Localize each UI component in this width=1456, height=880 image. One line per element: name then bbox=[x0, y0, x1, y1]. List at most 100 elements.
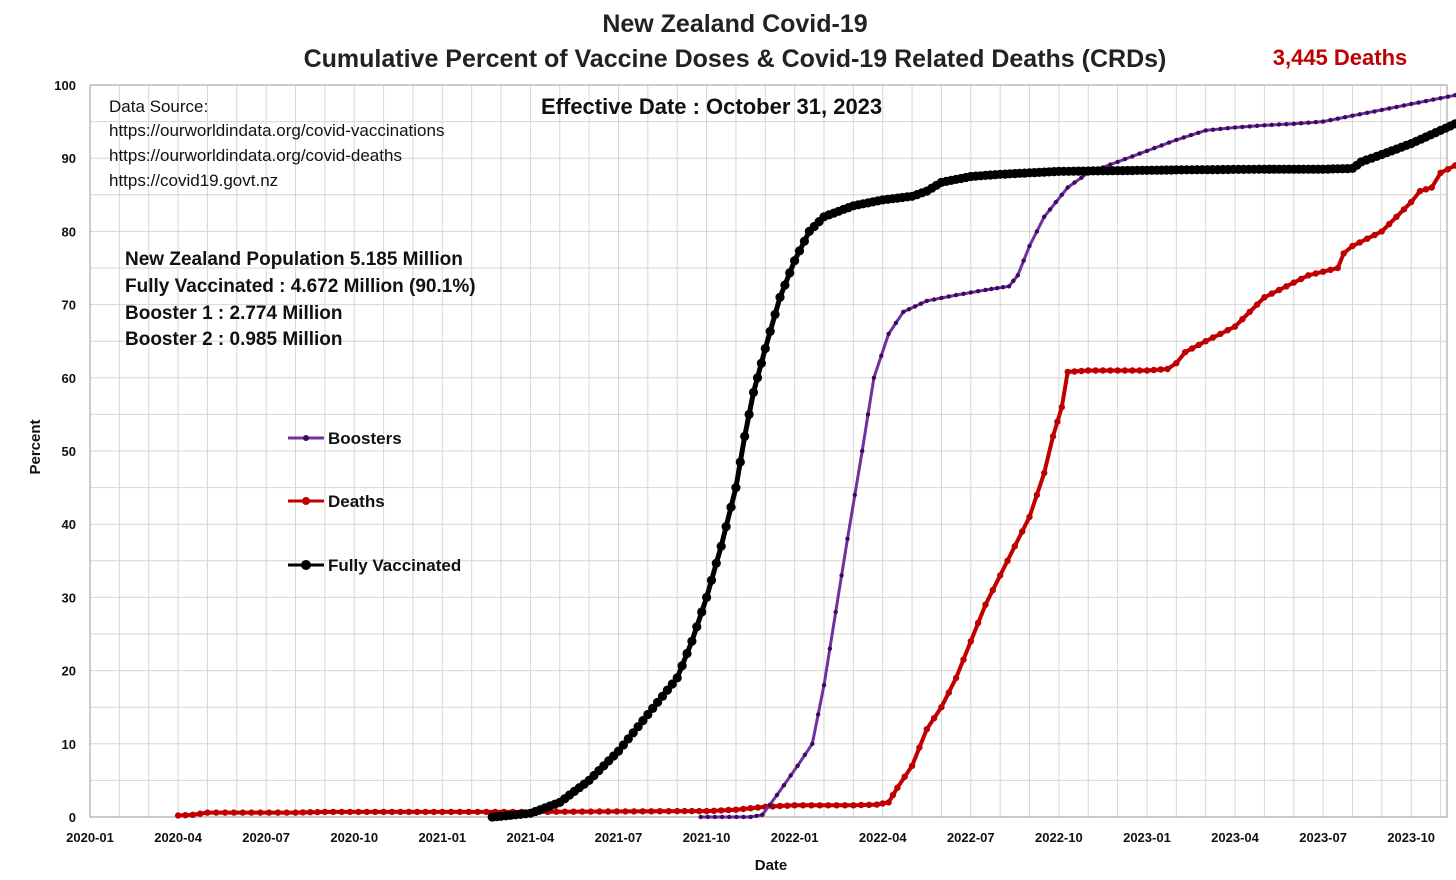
data-point-boosters bbox=[939, 295, 944, 301]
data-point-deaths bbox=[894, 784, 901, 791]
legend-item-boosters: Boosters bbox=[288, 429, 402, 448]
data-point-deaths bbox=[1239, 316, 1246, 323]
data-point-boosters bbox=[1059, 192, 1065, 197]
data-point-boosters bbox=[1372, 109, 1377, 114]
data-point-fully-vaccinated bbox=[748, 387, 759, 397]
data-point-deaths bbox=[952, 674, 960, 682]
data-point-deaths bbox=[1253, 301, 1261, 308]
data-point-boosters bbox=[1335, 116, 1341, 121]
data-point-fully-vaccinated bbox=[657, 691, 668, 701]
data-point-deaths bbox=[355, 808, 362, 816]
data-point-deaths bbox=[239, 809, 246, 816]
data-point-deaths bbox=[363, 808, 370, 816]
data-point-boosters bbox=[1387, 106, 1392, 111]
data-point-boosters bbox=[1357, 112, 1363, 117]
data-point-fully-vaccinated bbox=[643, 709, 653, 720]
x-tick-label: 2022-04 bbox=[859, 830, 907, 845]
data-point-deaths bbox=[1416, 187, 1424, 195]
data-point-deaths bbox=[380, 808, 387, 816]
x-tick-label: 2023-10 bbox=[1387, 830, 1435, 845]
y-tick-label: 20 bbox=[62, 664, 76, 679]
x-axis-label: Date bbox=[755, 857, 788, 874]
x-tick-label: 2022-07 bbox=[947, 830, 995, 845]
data-point-boosters bbox=[1122, 156, 1128, 162]
chart-title: New Zealand Covid-19 bbox=[602, 10, 867, 38]
data-point-boosters bbox=[839, 573, 844, 578]
data-point-fully-vaccinated bbox=[740, 431, 750, 441]
data-point-deaths bbox=[1334, 264, 1342, 272]
legend-marker-deaths bbox=[302, 497, 310, 505]
data-point-deaths bbox=[1129, 367, 1136, 374]
data-point-boosters bbox=[1144, 148, 1150, 154]
data-point-deaths bbox=[718, 807, 725, 814]
legend-label-boosters: Boosters bbox=[328, 429, 402, 448]
data-point-deaths bbox=[1173, 360, 1180, 367]
data-point-deaths bbox=[338, 808, 345, 816]
data-point-deaths bbox=[613, 808, 620, 815]
data-point-boosters bbox=[1108, 162, 1113, 167]
data-point-deaths bbox=[1364, 235, 1371, 242]
data-point-deaths bbox=[923, 726, 930, 733]
data-point-fully-vaccinated bbox=[744, 409, 754, 419]
data-point-boosters bbox=[1342, 115, 1348, 120]
data-point-fully-vaccinated bbox=[711, 558, 721, 568]
series-deaths bbox=[174, 161, 1456, 819]
data-point-deaths bbox=[561, 808, 569, 815]
data-point-deaths bbox=[1268, 290, 1275, 297]
data-point-boosters bbox=[1072, 180, 1077, 185]
data-point-deaths bbox=[1422, 186, 1430, 193]
data-point-deaths bbox=[405, 808, 412, 816]
y-tick-label: 40 bbox=[62, 517, 76, 532]
data-point-fully-vaccinated bbox=[662, 685, 673, 695]
data-point-fully-vaccinated bbox=[716, 541, 726, 551]
data-point-deaths bbox=[1143, 367, 1151, 374]
data-point-deaths bbox=[579, 808, 586, 815]
data-point-deaths bbox=[1157, 366, 1164, 373]
data-point-boosters bbox=[961, 291, 966, 296]
data-point-fully-vaccinated bbox=[735, 457, 745, 467]
data-point-boosters bbox=[815, 712, 821, 717]
data-point-deaths bbox=[1444, 166, 1452, 173]
data-point-deaths bbox=[1283, 283, 1290, 290]
data-point-fully-vaccinated bbox=[697, 607, 707, 617]
x-tick-label: 2023-04 bbox=[1211, 830, 1259, 845]
data-point-deaths bbox=[901, 773, 908, 780]
data-point-boosters bbox=[1115, 159, 1120, 165]
data-point-deaths bbox=[447, 808, 455, 816]
data-point-deaths bbox=[330, 808, 337, 816]
data-point-boosters bbox=[1011, 278, 1016, 283]
data-point-deaths bbox=[346, 808, 354, 816]
data-point-boosters bbox=[748, 814, 753, 820]
data-point-deaths bbox=[776, 802, 784, 810]
data-point-fully-vaccinated bbox=[794, 246, 805, 256]
data-point-deaths bbox=[938, 704, 945, 711]
data-point-deaths bbox=[710, 807, 718, 814]
legend-item-deaths: Deaths bbox=[288, 492, 385, 511]
y-tick-label: 30 bbox=[62, 590, 76, 605]
data-point-boosters bbox=[953, 292, 959, 298]
population-info-block: New Zealand Population 5.185 Million Ful… bbox=[125, 249, 476, 350]
data-point-boosters bbox=[1320, 119, 1326, 124]
data-point-boosters bbox=[1042, 214, 1047, 219]
data-point-fully-vaccinated bbox=[653, 697, 663, 707]
data-point-boosters bbox=[802, 752, 808, 757]
data-point-deaths bbox=[1019, 528, 1026, 535]
data-point-deaths bbox=[604, 808, 612, 815]
data-point-boosters bbox=[705, 814, 710, 820]
data-point-deaths bbox=[622, 808, 629, 815]
data-point-deaths bbox=[639, 808, 646, 815]
x-tick-label: 2020-04 bbox=[154, 830, 202, 845]
data-point-deaths bbox=[1275, 286, 1283, 294]
data-point-boosters bbox=[893, 320, 899, 326]
data-point-boosters bbox=[918, 301, 924, 306]
data-point-deaths bbox=[314, 808, 321, 816]
data-point-boosters bbox=[821, 683, 827, 688]
data-point-boosters bbox=[1015, 273, 1020, 278]
data-point-deaths bbox=[474, 808, 481, 816]
data-point-boosters bbox=[989, 286, 994, 292]
data-point-deaths bbox=[1195, 341, 1203, 349]
data-point-deaths bbox=[791, 802, 798, 809]
data-point-deaths bbox=[850, 802, 857, 809]
y-tick-label: 100 bbox=[54, 78, 76, 93]
data-point-deaths bbox=[257, 809, 264, 816]
